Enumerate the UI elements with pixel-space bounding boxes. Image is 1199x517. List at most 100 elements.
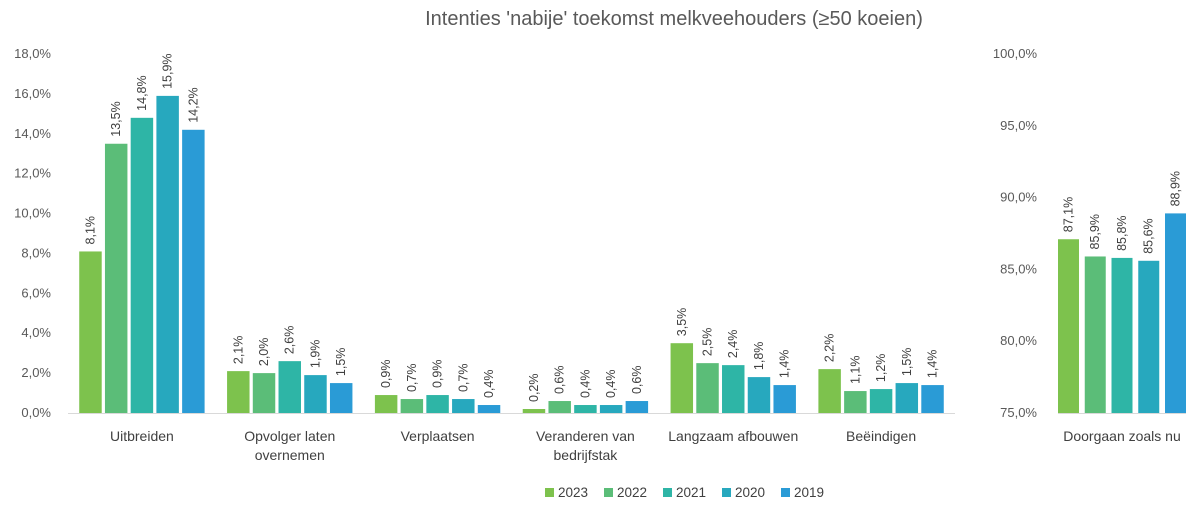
y-tick-label: 95,0%: [1000, 118, 1037, 133]
data-label: 15,9%: [161, 53, 175, 88]
bar-2020: [895, 383, 919, 413]
y-tick-label: 0,0%: [21, 405, 51, 420]
bar-2019: [329, 383, 353, 413]
legend-label-2021: 2021: [676, 485, 706, 500]
y-tick-label: 12,0%: [14, 166, 51, 181]
y-tick-label: 14,0%: [14, 126, 51, 141]
legend: 2023 2022 2021 2020 2019: [545, 485, 824, 500]
bar-2020: [304, 375, 327, 413]
data-label: 0,4%: [578, 370, 592, 399]
data-label: 0,2%: [527, 374, 541, 403]
bar-2022: [400, 399, 424, 413]
bar-2019: [773, 385, 796, 413]
data-label: 2,6%: [283, 326, 297, 355]
category-label: Veranderen van: [536, 428, 635, 444]
bar-2022: [844, 391, 867, 413]
right-plot-area: 87,1% 85,9% 85,8% 85,6% 88,9%: [1058, 171, 1186, 413]
bar-2021: [426, 395, 449, 413]
bar-2021: [574, 405, 597, 413]
left-plot-area: 8,1% 13,5% 14,8% 15,9% 14,2% 2,1% 2,0% 2,6% 1,9%…: [79, 53, 944, 414]
bar-2021: [722, 365, 745, 413]
data-label: 0,7%: [456, 364, 470, 393]
bar-2019: [921, 385, 944, 413]
data-label: 1,1%: [848, 356, 862, 385]
y-tick-label: 75,0%: [1000, 405, 1037, 420]
chart-title: Intenties 'nabije' toekomst melkveehoude…: [425, 8, 923, 30]
data-label: 2,0%: [257, 338, 271, 367]
data-label: 85,8%: [1115, 215, 1129, 250]
legend-label-2020: 2020: [735, 485, 765, 500]
legend-label-2019: 2019: [794, 485, 824, 500]
data-label: 14,2%: [186, 87, 200, 122]
data-label: 2,1%: [231, 336, 245, 365]
data-label: 1,5%: [334, 348, 348, 377]
y-tick-label: 90,0%: [1000, 190, 1037, 205]
data-label: 2,2%: [823, 334, 837, 363]
legend-swatch-2021: [663, 488, 672, 497]
legend-swatch-2022: [604, 488, 613, 497]
category-label: Verplaatsen: [401, 428, 475, 444]
data-label: 0,6%: [553, 366, 567, 395]
right-y-axis: 75,0% 80,0% 85,0% 90,0% 95,0% 100,0%: [993, 46, 1186, 420]
category-label: Langzaam afbouwen: [668, 428, 798, 444]
y-tick-label: 6,0%: [21, 285, 51, 300]
data-label: 1,8%: [752, 342, 766, 371]
y-tick-label: 18,0%: [14, 46, 51, 61]
y-tick-label: 4,0%: [21, 325, 51, 340]
category-label: bedrijfstak: [554, 447, 619, 463]
data-label: 3,5%: [675, 308, 689, 337]
bar-2023: [1058, 239, 1079, 413]
data-label: 14,8%: [135, 75, 149, 110]
bar-2019: [1165, 213, 1186, 413]
bar-2022: [696, 363, 719, 413]
bar-2023: [374, 395, 398, 413]
bar-2020: [599, 405, 623, 413]
data-label: 85,6%: [1142, 218, 1156, 253]
bar-2021: [130, 117, 154, 414]
legend-swatch-2023: [545, 488, 554, 497]
data-label: 8,1%: [83, 216, 97, 245]
left-category-labels: Uitbreiden Opvolger laten overnemen Verplaa…: [110, 428, 916, 463]
y-tick-label: 8,0%: [21, 245, 51, 260]
legend-label-2023: 2023: [558, 485, 588, 500]
bar-2021: [1111, 257, 1133, 413]
y-tick-label: 10,0%: [14, 206, 51, 221]
right-category-labels: Doorgaan zoals nu: [1063, 428, 1181, 444]
bar-2019: [182, 129, 205, 414]
left-y-axis: 0,0% 2,0% 4,0% 6,0% 8,0% 10,0% 12,0% 14,0% 16,0%…: [14, 46, 955, 420]
data-label: 0,6%: [630, 366, 644, 395]
bar-2021: [278, 361, 301, 413]
bar-2019: [625, 401, 649, 413]
data-label: 1,4%: [926, 350, 940, 379]
bar-2023: [818, 369, 841, 413]
y-tick-label: 16,0%: [14, 86, 51, 101]
bar-2021: [869, 389, 893, 413]
bar-2022: [104, 143, 128, 413]
data-label: 1,9%: [308, 340, 322, 369]
bar-2022: [1084, 256, 1106, 413]
data-label: 0,7%: [405, 364, 419, 393]
legend-label-2022: 2022: [617, 485, 647, 500]
bar-2020: [156, 95, 179, 413]
bar-2020: [452, 399, 475, 413]
bar-2022: [548, 401, 571, 413]
data-label: 85,9%: [1088, 214, 1102, 249]
data-label: 0,4%: [604, 370, 618, 399]
bar-2023: [522, 409, 546, 413]
data-label: 0,4%: [482, 370, 496, 398]
data-label: 0,9%: [379, 360, 393, 389]
y-tick-label: 80,0%: [1000, 333, 1037, 348]
bar-2023: [227, 371, 250, 413]
data-label: 1,5%: [900, 348, 914, 377]
bar-2020: [1138, 260, 1160, 413]
legend-swatch-2020: [722, 488, 731, 497]
category-label: Opvolger laten: [244, 428, 335, 444]
data-label: 88,9%: [1169, 171, 1183, 206]
bar-2019: [477, 405, 501, 413]
data-label: 2,4%: [726, 330, 740, 359]
bar-2023: [79, 251, 102, 413]
data-label: 2,5%: [701, 328, 715, 357]
data-label: 0,9%: [431, 360, 445, 389]
legend-swatch-2019: [781, 488, 790, 497]
